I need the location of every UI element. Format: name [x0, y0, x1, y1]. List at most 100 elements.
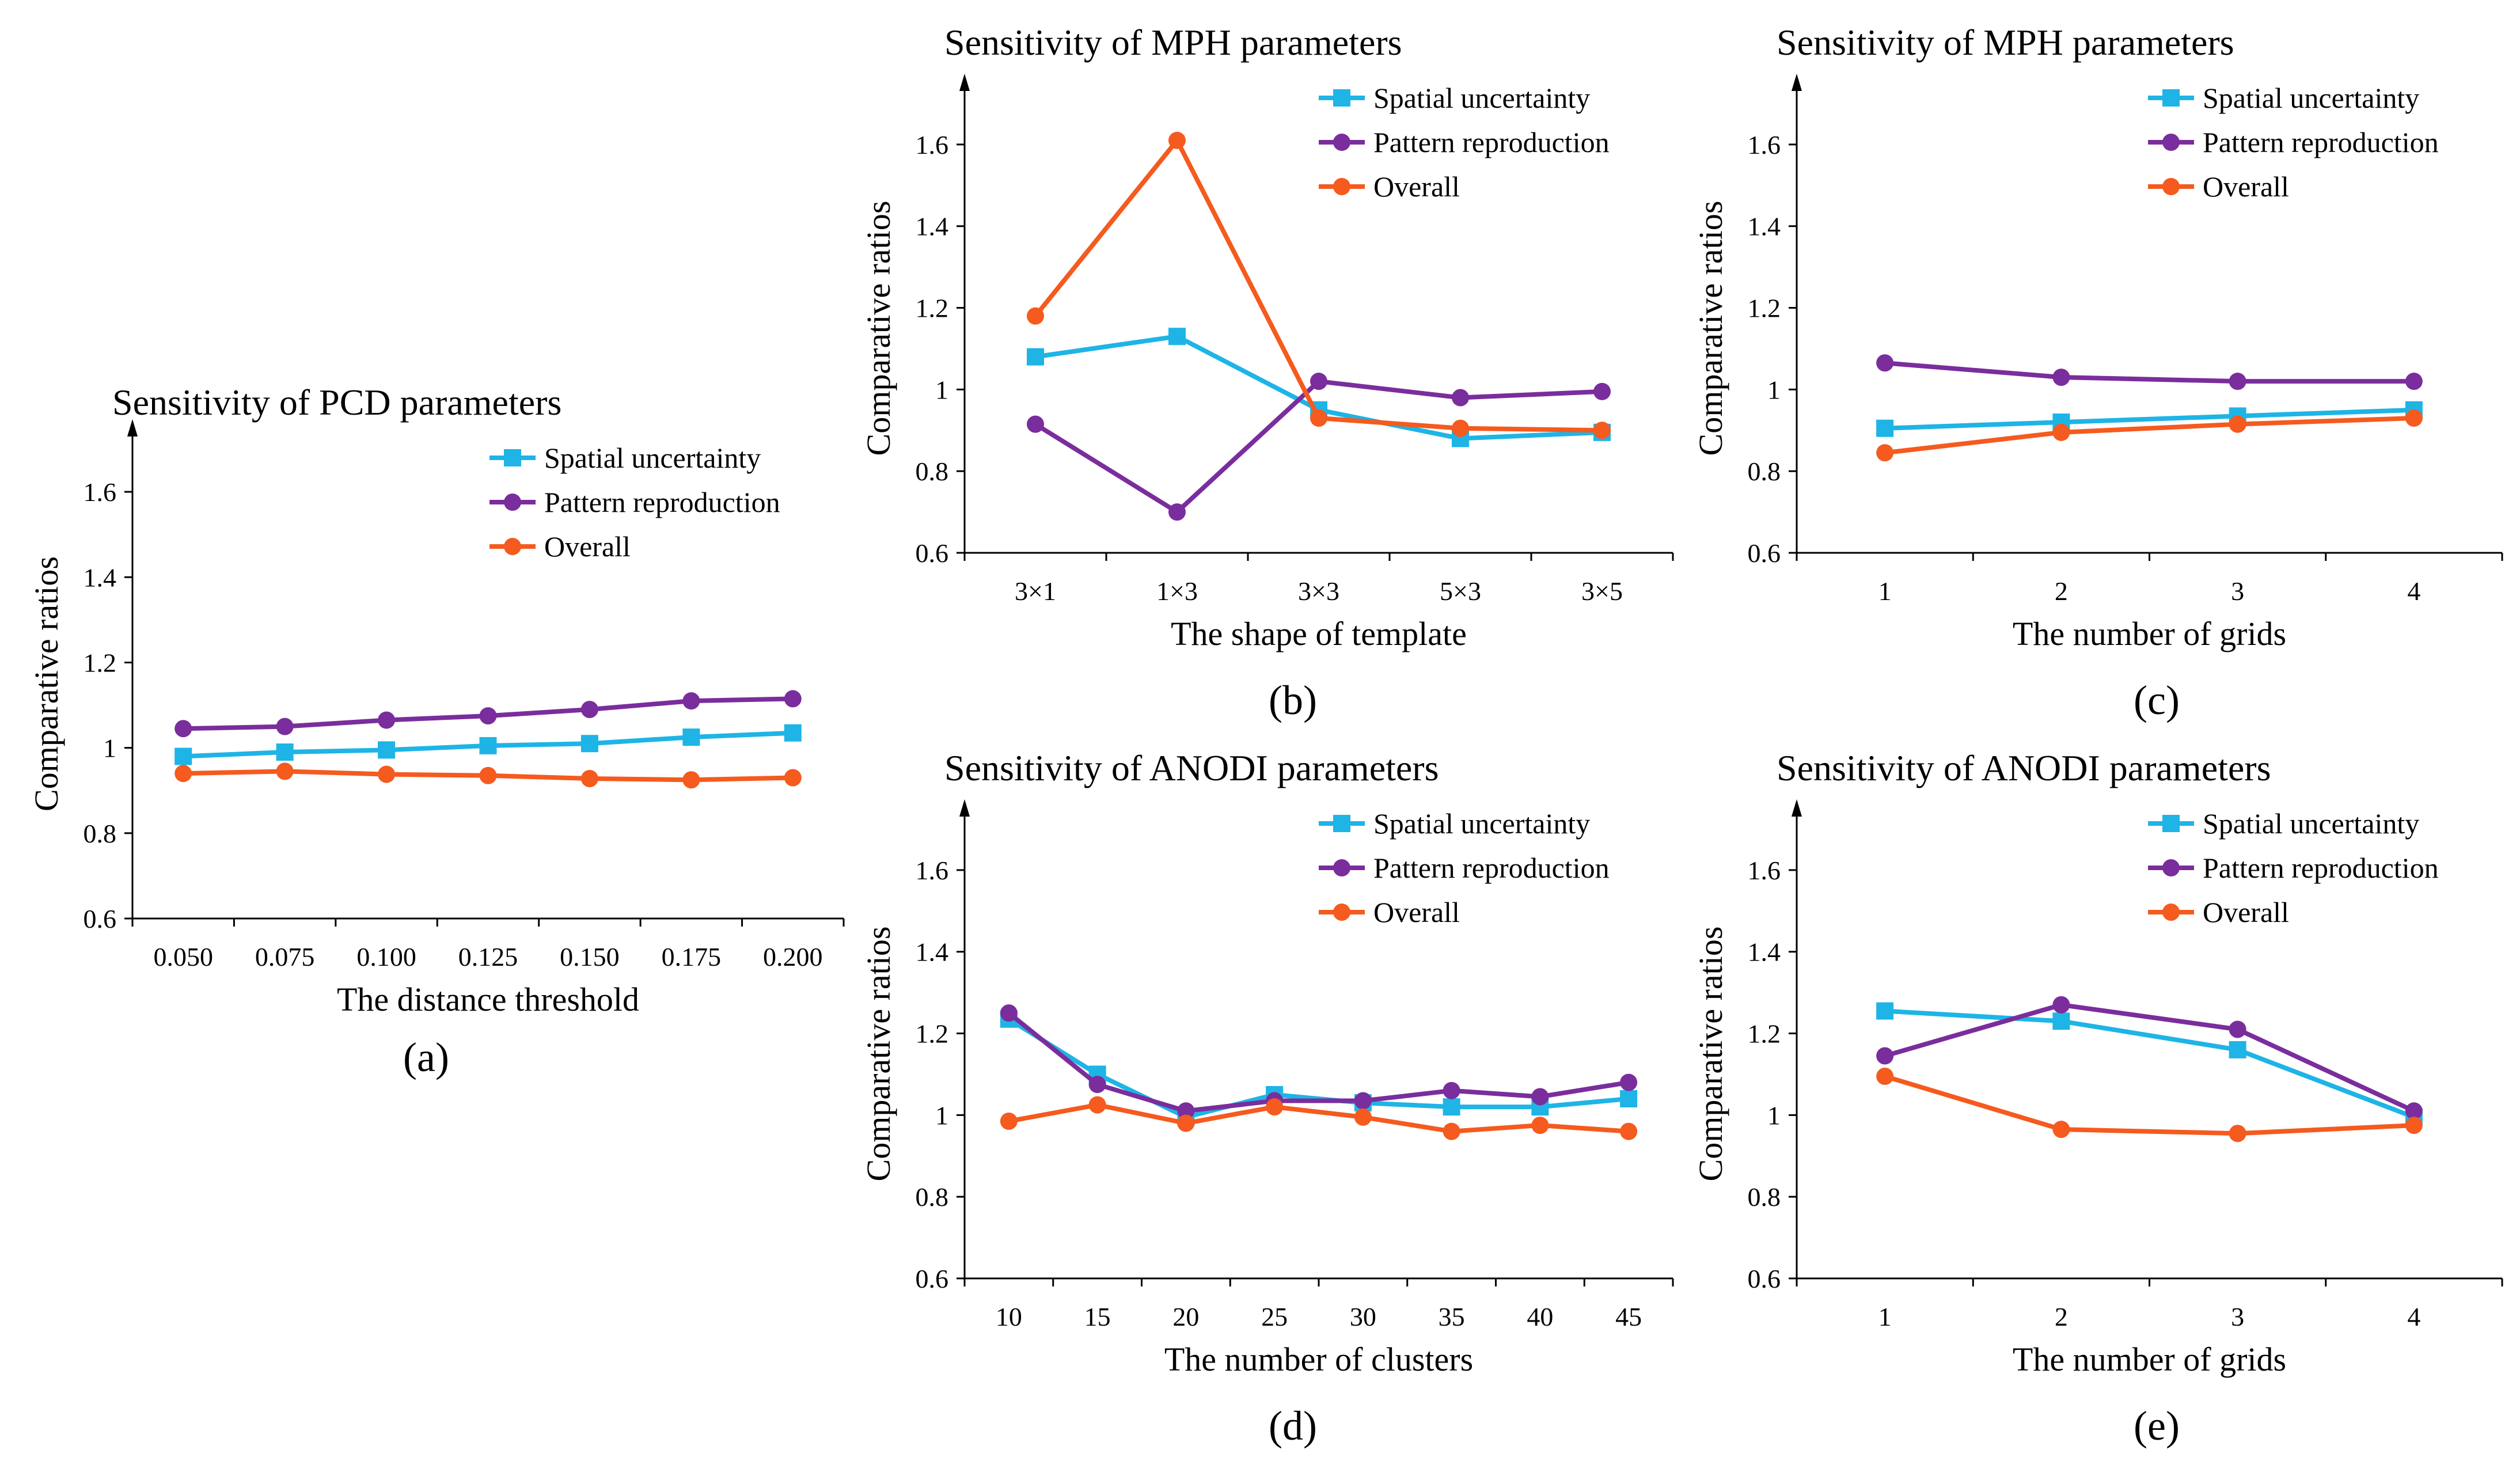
- legend-label: Pattern reproduction: [1373, 852, 1610, 884]
- x-tick-label: 4: [2407, 1302, 2420, 1331]
- y-tick-label: 1.2: [916, 1019, 949, 1049]
- y-tick-label: 1: [935, 375, 948, 404]
- legend-marker: [2162, 904, 2180, 921]
- data-point: [784, 769, 802, 787]
- chart-1: Sensitivity of PCD parameters 0.6 0.8 1 1.2 1…: [28, 382, 845, 1080]
- x-axis-label: The shape of template: [1171, 615, 1467, 652]
- chart-title: Sensitivity of MPH parameters: [1777, 22, 2234, 63]
- legend-marker: [504, 449, 521, 466]
- legend-label: Pattern reproduction: [1373, 126, 1610, 158]
- data-point: [1620, 1122, 1638, 1140]
- y-tick-label: 1: [1767, 375, 1781, 404]
- data-point: [1177, 1102, 1195, 1120]
- legend-marker: [1333, 178, 1350, 195]
- data-point: [378, 711, 396, 729]
- x-tick-label: 10: [996, 1302, 1022, 1331]
- legend-marker: [504, 538, 521, 555]
- legend-label: Spatial uncertainty: [2203, 82, 2419, 114]
- data-point: [1168, 328, 1186, 346]
- data-point: [1354, 1092, 1372, 1110]
- chart-2: Sensitivity of MPH parameters 0.6 0.8 1 1.2 1…: [860, 22, 1674, 723]
- data-point: [784, 690, 802, 708]
- data-point: [1876, 1068, 1894, 1085]
- data-point: [1027, 415, 1044, 433]
- y-axis-label: Comparative ratios: [1692, 201, 1729, 456]
- chart-3: Sensitivity of MPH parameters 0.6 0.8 1 1.2 1…: [1692, 22, 2503, 723]
- y-tick-label: 1.4: [916, 938, 949, 967]
- legend-label: Pattern reproduction: [2203, 852, 2439, 884]
- y-tick-label: 1.2: [84, 648, 117, 677]
- data-point: [174, 765, 192, 783]
- data-point: [1876, 354, 1894, 372]
- y-tick-label: 1.4: [1748, 938, 1781, 967]
- legend-label: Overall: [1373, 896, 1460, 928]
- data-point: [276, 743, 294, 761]
- data-point: [276, 762, 294, 780]
- data-point: [1266, 1098, 1284, 1116]
- legend-marker: [1333, 815, 1350, 832]
- data-point: [174, 720, 192, 738]
- data-point: [2229, 1125, 2246, 1143]
- data-point: [1354, 1108, 1372, 1126]
- x-tick-label: 3×3: [1298, 576, 1339, 606]
- data-point: [1310, 409, 1327, 427]
- y-tick-label: 1.4: [1748, 212, 1781, 241]
- series-line-1: [1884, 407, 2415, 431]
- data-point: [1531, 1088, 1549, 1106]
- panel-label: (e): [2134, 1403, 2180, 1449]
- panel-label: (d): [1269, 1403, 1317, 1449]
- data-point: [174, 747, 192, 765]
- data-point: [580, 769, 598, 787]
- y-tick-label: 1.4: [916, 212, 949, 241]
- legend-label: Overall: [2203, 170, 2289, 203]
- y-tick-label: 0.6: [916, 1264, 949, 1293]
- y-tick-label: 0.8: [1748, 1182, 1781, 1212]
- y-axis-label: Comparative ratios: [28, 556, 65, 811]
- x-axis-label: The number of grids: [2013, 615, 2286, 652]
- x-tick-label: 2: [2055, 576, 2068, 606]
- chart-title: Sensitivity of MPH parameters: [944, 22, 1402, 63]
- data-point: [580, 700, 598, 718]
- data-point: [2052, 996, 2070, 1014]
- data-point: [2405, 1117, 2423, 1134]
- x-tick-label: 2: [2055, 1302, 2068, 1331]
- y-tick-label: 0.6: [84, 904, 117, 933]
- data-point: [1876, 444, 1894, 462]
- series-line-2: [1007, 1011, 1629, 1114]
- data-point: [1620, 1090, 1638, 1107]
- legend-marker: [2162, 178, 2180, 195]
- y-axis-label: Comparative ratios: [1692, 927, 1729, 1182]
- legend-label: Overall: [2203, 896, 2289, 928]
- x-tick-label: 0.050: [153, 942, 213, 971]
- y-tick-label: 0.6: [1748, 1264, 1781, 1293]
- x-tick-label: 25: [1261, 1302, 1288, 1331]
- data-point: [1593, 422, 1611, 439]
- data-point: [1876, 1047, 1894, 1065]
- y-tick-label: 1: [935, 1100, 948, 1130]
- y-axis-arrow: [1792, 799, 1802, 817]
- legend-marker: [1333, 904, 1350, 921]
- data-point: [1027, 348, 1044, 366]
- data-point: [1443, 1081, 1460, 1099]
- panel-label: (a): [403, 1034, 449, 1080]
- y-tick-label: 1.6: [1748, 856, 1781, 885]
- legend-marker: [1333, 89, 1350, 107]
- data-point: [1443, 1098, 1460, 1116]
- data-point: [1452, 419, 1469, 437]
- x-tick-label: 20: [1172, 1302, 1199, 1331]
- data-point: [2052, 1012, 2070, 1030]
- data-point: [2405, 373, 2423, 390]
- y-tick-label: 0.6: [1748, 538, 1781, 568]
- panel-label: (b): [1269, 677, 1317, 723]
- legend-label: Overall: [1373, 170, 1460, 203]
- legend-label: Spatial uncertainty: [2203, 807, 2419, 840]
- data-point: [2229, 1020, 2246, 1038]
- series-line-2: [1034, 379, 1603, 515]
- data-point: [1443, 1122, 1460, 1140]
- series-line-3: [1884, 416, 2415, 456]
- data-point: [2229, 1041, 2246, 1058]
- y-tick-label: 1.6: [916, 856, 949, 885]
- legend-marker: [2162, 859, 2180, 876]
- y-axis-label: Comparative ratios: [860, 927, 897, 1182]
